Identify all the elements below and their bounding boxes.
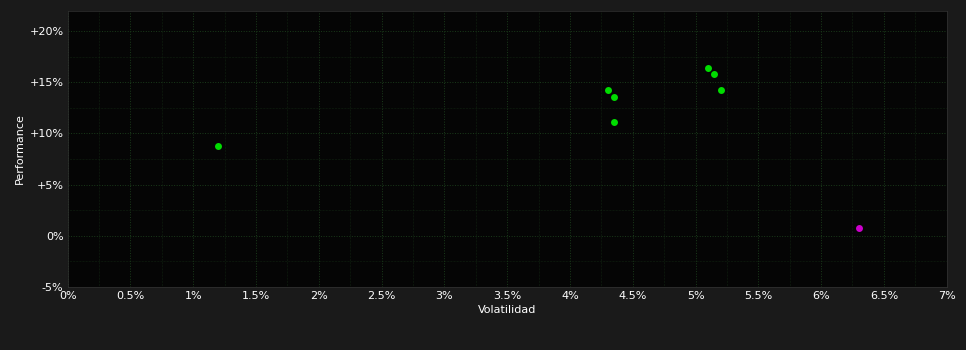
Point xyxy=(607,119,622,125)
Point xyxy=(600,88,615,93)
X-axis label: Volatilidad: Volatilidad xyxy=(478,305,536,315)
Y-axis label: Performance: Performance xyxy=(15,113,25,184)
Point xyxy=(607,94,622,99)
Point xyxy=(851,225,867,230)
Point xyxy=(713,88,728,93)
Point xyxy=(700,65,716,71)
Point xyxy=(211,143,226,148)
Point xyxy=(706,71,722,77)
